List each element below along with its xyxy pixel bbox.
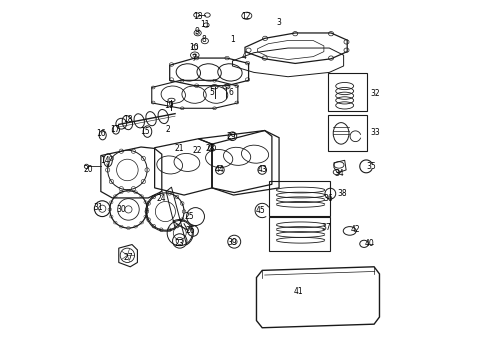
Text: 16: 16 (96, 129, 106, 138)
Text: 18: 18 (123, 114, 133, 123)
Text: 14: 14 (100, 156, 110, 165)
Text: 28: 28 (205, 144, 215, 153)
Text: 32: 32 (370, 89, 380, 98)
Text: 21: 21 (175, 144, 184, 153)
Text: 13: 13 (193, 12, 202, 21)
Text: 19: 19 (164, 101, 174, 110)
Text: 9: 9 (194, 27, 199, 36)
Text: 44: 44 (214, 166, 224, 175)
Text: 20: 20 (83, 165, 93, 174)
Text: 27: 27 (123, 253, 133, 262)
Text: 12: 12 (241, 12, 250, 21)
Bar (270, 181, 330, 216)
Text: 45: 45 (255, 206, 265, 215)
Text: 4: 4 (242, 52, 247, 61)
Text: 43: 43 (257, 166, 267, 175)
Text: 17: 17 (110, 125, 120, 134)
Text: 2: 2 (166, 125, 170, 134)
Text: 37: 37 (322, 223, 332, 232)
Text: 39: 39 (227, 238, 237, 247)
Text: 34: 34 (334, 169, 344, 178)
Text: 31: 31 (94, 203, 103, 212)
Text: 25: 25 (185, 212, 194, 221)
Text: 35: 35 (367, 162, 376, 171)
Text: 15: 15 (141, 127, 150, 136)
Text: 11: 11 (200, 20, 210, 29)
Bar (328, 73, 367, 111)
Text: 42: 42 (351, 225, 360, 234)
Text: 24: 24 (157, 194, 167, 203)
Bar (328, 116, 367, 150)
Text: 8: 8 (201, 35, 206, 44)
Text: 29: 29 (226, 132, 236, 141)
Text: 30: 30 (117, 205, 126, 214)
Text: 23: 23 (175, 239, 185, 248)
Text: 5: 5 (210, 87, 215, 96)
Bar (270, 217, 330, 251)
Text: 26: 26 (186, 226, 196, 235)
Text: 6: 6 (228, 87, 233, 96)
Text: 3: 3 (277, 18, 282, 27)
Text: 7: 7 (192, 54, 196, 63)
Text: 33: 33 (370, 128, 380, 137)
Text: 38: 38 (338, 189, 347, 198)
Text: 22: 22 (193, 146, 202, 155)
Text: 36: 36 (323, 194, 333, 203)
Text: 41: 41 (293, 287, 303, 296)
Text: 40: 40 (365, 239, 375, 248)
Text: 10: 10 (189, 43, 199, 52)
Text: 1: 1 (230, 35, 235, 44)
